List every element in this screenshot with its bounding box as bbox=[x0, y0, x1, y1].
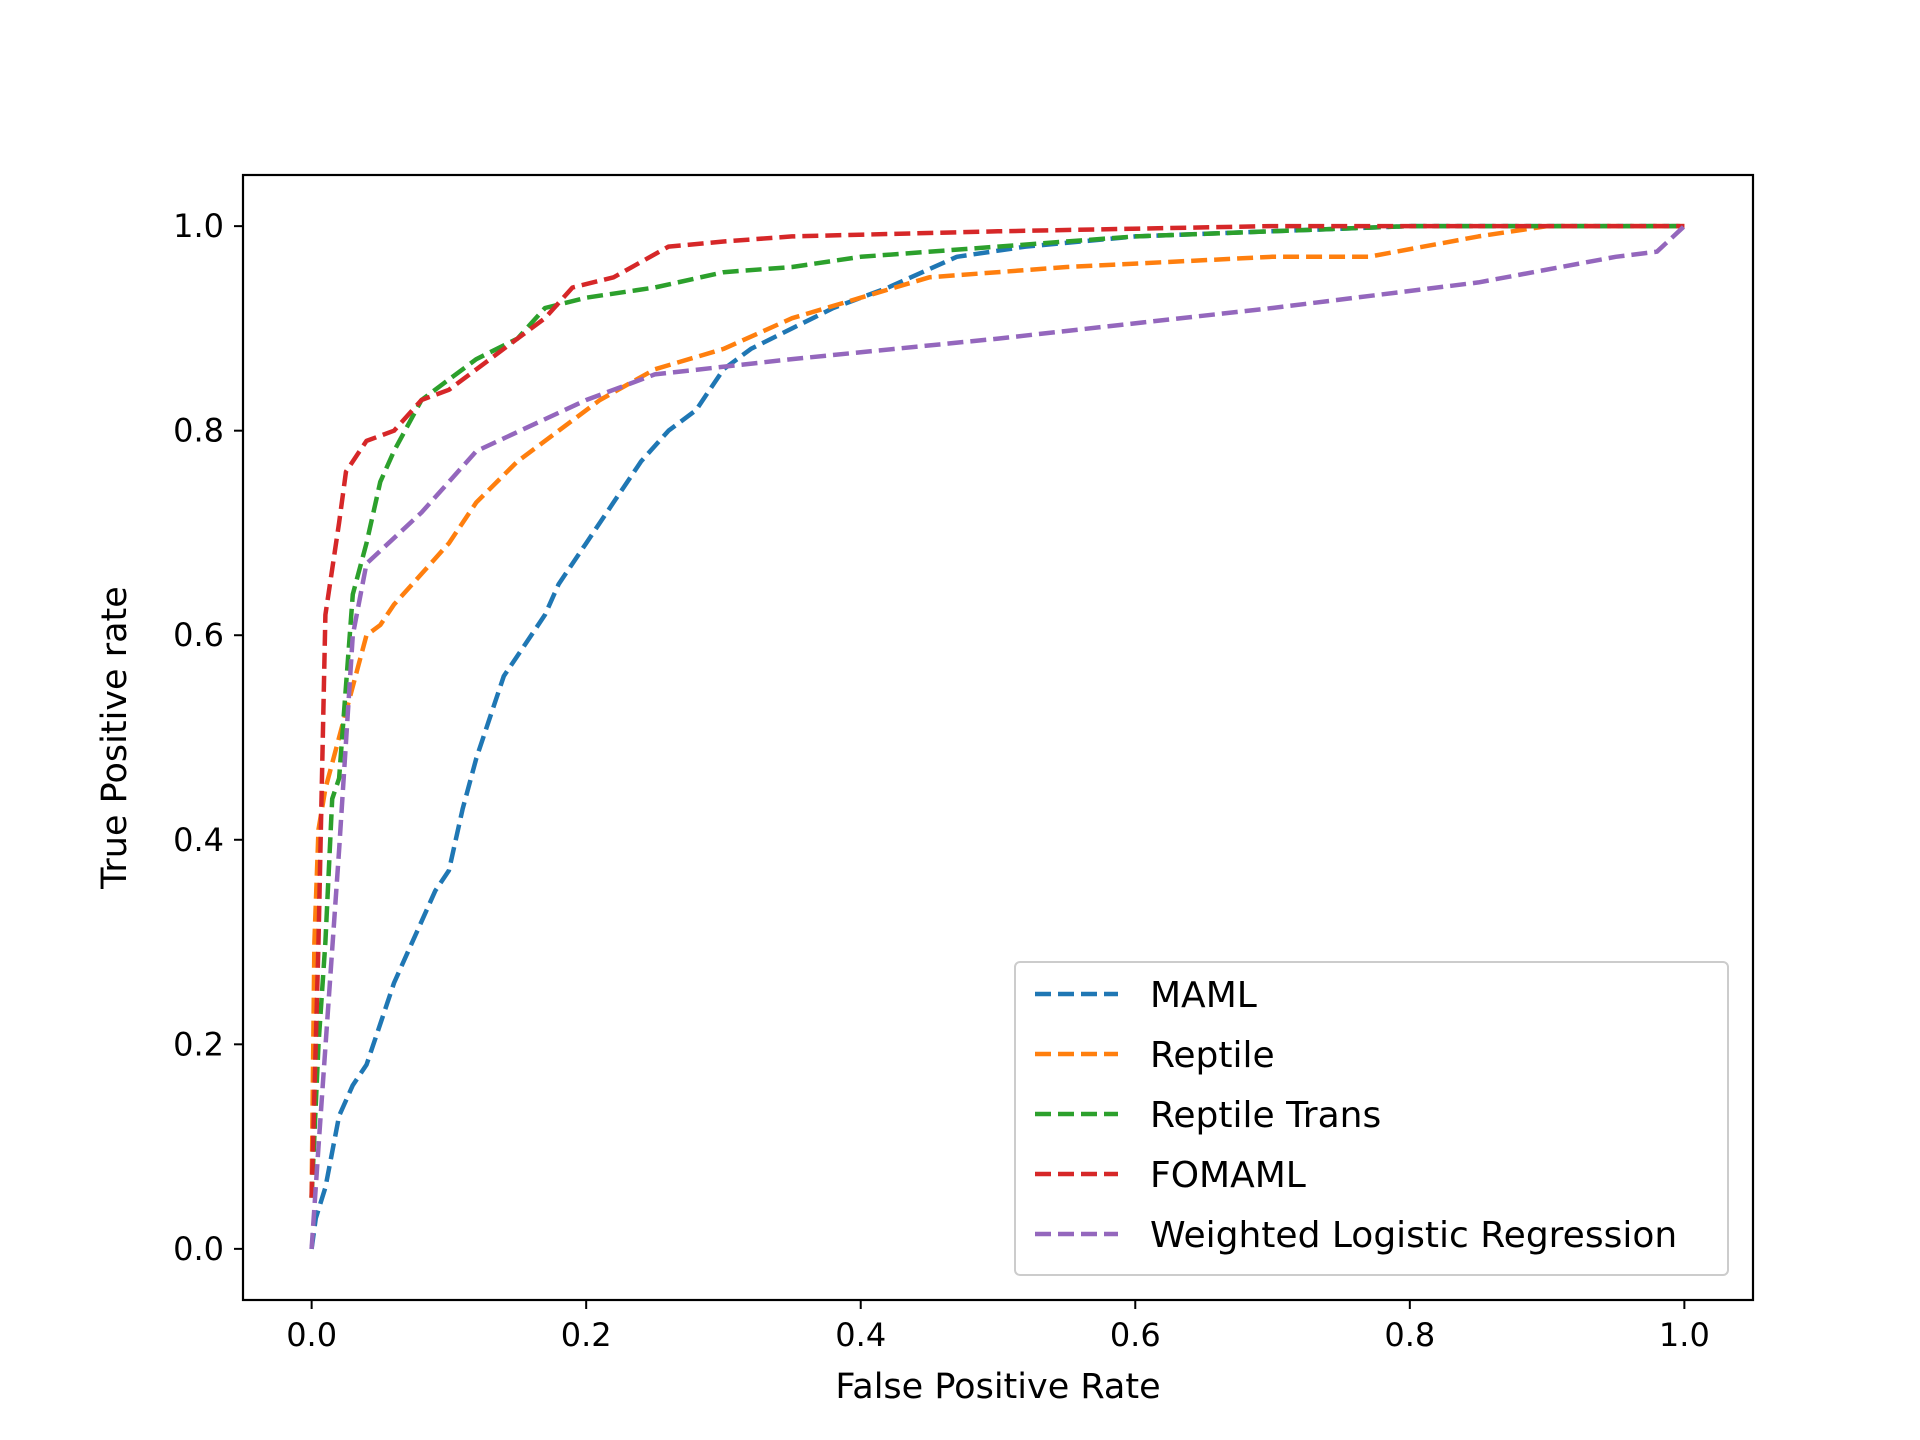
x-tick-label: 0.2 bbox=[561, 1316, 612, 1354]
x-axis-label: False Positive Rate bbox=[835, 1367, 1160, 1407]
series-line-3 bbox=[309, 223, 1685, 1198]
y-tick-label: 0.2 bbox=[173, 1025, 224, 1063]
series-line-4 bbox=[309, 224, 1686, 1250]
y-tick-label: 0.4 bbox=[173, 821, 224, 859]
x-tick-label: 0.8 bbox=[1384, 1316, 1435, 1354]
y-tick-label: 0.8 bbox=[173, 412, 224, 450]
x-axis: 0.0 0.2 0.4 0.6 0.8 1.0 bbox=[286, 1300, 1710, 1354]
legend-label-0: MAML bbox=[1150, 975, 1257, 1016]
legend-label-3: FOMAML bbox=[1150, 1155, 1306, 1196]
y-axis-label: True Positive rate bbox=[95, 586, 135, 890]
y-tick-label: 0.6 bbox=[173, 616, 224, 654]
x-tick-label: 0.6 bbox=[1110, 1316, 1161, 1354]
y-axis: 0.0 0.2 0.4 0.6 0.8 1.0 bbox=[173, 207, 243, 1268]
legend-label-1: Reptile bbox=[1150, 1035, 1275, 1076]
series-line-2 bbox=[309, 223, 1685, 1198]
legend-label-2: Reptile Trans bbox=[1150, 1095, 1381, 1136]
series-lines bbox=[309, 223, 1686, 1250]
x-tick-label: 0.4 bbox=[835, 1316, 886, 1354]
y-tick-label: 0.0 bbox=[173, 1230, 224, 1268]
legend: MAML Reptile Reptile Trans FOMAML Weighted L… bbox=[1014, 961, 1729, 1276]
x-tick-label: 1.0 bbox=[1659, 1316, 1710, 1354]
plot-frame bbox=[241, 173, 1755, 1302]
legend-label-4: Weighted Logistic Regression bbox=[1150, 1215, 1677, 1256]
series-line-0 bbox=[309, 223, 1685, 1250]
plot-area bbox=[241, 173, 1755, 1302]
x-tick-label: 0.0 bbox=[286, 1316, 337, 1354]
legend-box bbox=[1014, 961, 1729, 1276]
y-tick-label: 1.0 bbox=[173, 207, 224, 245]
legend-items: MAML Reptile Reptile Trans FOMAML Weighted L… bbox=[1035, 975, 1677, 1256]
